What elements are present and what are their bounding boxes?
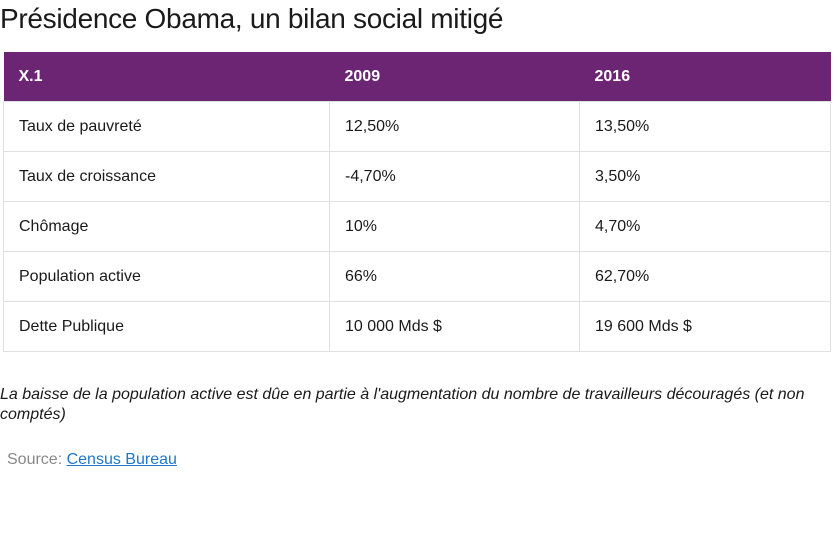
- table-row: Population active 66% 62,70%: [3, 251, 831, 302]
- row-label: Taux de pauvreté: [3, 101, 330, 152]
- table-row: Taux de pauvreté 12,50% 13,50%: [3, 101, 831, 152]
- cell-2009: 10 000 Mds $: [329, 301, 580, 352]
- page-title: Présidence Obama, un bilan social mitigé: [0, 3, 504, 34]
- source-link[interactable]: Census Bureau: [66, 451, 177, 468]
- cell-2016: 3,50%: [579, 151, 831, 202]
- source-label: Source:: [7, 451, 67, 468]
- table-row: Taux de croissance -4,70% 3,50%: [3, 151, 831, 202]
- column-header-label: X.1: [3, 52, 330, 102]
- table-header-row: X.1 2009 2016: [3, 52, 831, 102]
- cell-2016: 13,50%: [579, 101, 831, 152]
- row-label: Taux de croissance: [3, 151, 330, 202]
- cell-2016: 4,70%: [579, 201, 831, 252]
- cell-2009: -4,70%: [329, 151, 580, 202]
- row-label: Population active: [3, 251, 330, 302]
- column-header-2009: 2009: [329, 52, 580, 102]
- cell-2009: 66%: [329, 251, 580, 302]
- source-line: Source: Census Bureau: [7, 450, 177, 470]
- column-header-2016: 2016: [579, 52, 831, 102]
- cell-2009: 12,50%: [329, 101, 580, 152]
- row-label: Dette Publique: [3, 301, 330, 352]
- cell-2016: 62,70%: [579, 251, 831, 302]
- data-table: X.1 2009 2016 Taux de pauvreté 12,50% 13…: [3, 52, 831, 352]
- cell-2009: 10%: [329, 201, 580, 252]
- table-row: Dette Publique 10 000 Mds $ 19 600 Mds $: [3, 301, 831, 352]
- footnote: La baisse de la population active est dû…: [0, 386, 805, 423]
- table-row: Chômage 10% 4,70%: [3, 201, 831, 252]
- cell-2016: 19 600 Mds $: [579, 301, 831, 352]
- row-label: Chômage: [3, 201, 330, 252]
